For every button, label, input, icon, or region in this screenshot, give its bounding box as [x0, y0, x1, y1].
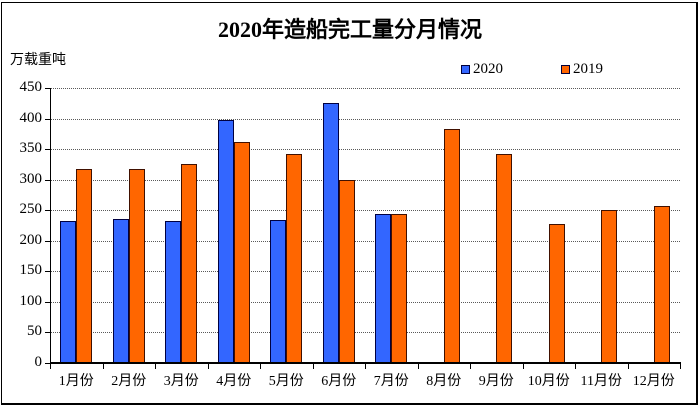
x-tick-label-9月份: 9月份: [478, 374, 514, 389]
bar-2019-10月份: [548, 224, 565, 363]
y-axis-tick-300: [45, 179, 50, 181]
x-tick-label-8月份: 8月份: [426, 374, 462, 389]
gridline-100: [50, 301, 680, 303]
legend-label-2020: 2020: [473, 61, 503, 77]
bar-2019-8月份: [443, 128, 460, 363]
y-tick-label-400: 400: [19, 109, 43, 126]
y-tick-label-250: 250: [19, 201, 43, 218]
bar-2020-2月份: [112, 219, 129, 363]
x-axis-tick-4: [260, 364, 261, 369]
y-axis-tick-350: [45, 149, 50, 151]
y-axis-tick-400: [45, 118, 50, 120]
chart-title: 2020年造船完工量分月情况: [217, 17, 482, 42]
bar-2020-4月份: [217, 119, 234, 363]
x-tick-label-1月份: 1月份: [58, 374, 94, 389]
bar-2019-6月份: [338, 180, 355, 363]
bar-2020-5月份: [270, 220, 287, 363]
bar-2019-9月份: [496, 154, 513, 363]
gridline-250: [50, 210, 680, 212]
y-axis-tick-450: [45, 88, 50, 89]
legend-label-2019: 2019: [573, 61, 603, 77]
gridline-200: [50, 240, 680, 242]
y-tick-label-300: 300: [19, 170, 43, 187]
bar-2020-7月份: [375, 213, 392, 363]
x-axis-tick-12: [680, 364, 681, 369]
bar-2019-1月份: [76, 169, 93, 363]
y-axis-tick-200: [45, 240, 50, 242]
x-axis-tick-10: [575, 364, 576, 369]
y-axis-tick-100: [45, 301, 50, 303]
y-tick-label-350: 350: [19, 140, 43, 157]
x-tick-label-12月份: 12月份: [632, 374, 675, 389]
x-tick-label-5月份: 5月份: [268, 374, 304, 389]
x-tick-label-3月份: 3月份: [163, 374, 199, 389]
legend-item-2019: 2019: [561, 61, 603, 77]
y-tick-label-450: 450: [19, 79, 43, 95]
y-tick-label-50: 50: [27, 323, 42, 340]
x-axis-tick-5: [312, 364, 314, 369]
bar-2020-1月份: [60, 220, 77, 363]
x-axis-tick-1: [102, 364, 104, 369]
y-axis-tick-150: [45, 271, 50, 273]
y-axis-tick-0: [45, 363, 50, 364]
x-axis-tick-8: [470, 364, 471, 369]
bar-2020-6月份: [322, 103, 339, 363]
x-axis-tick-6: [365, 364, 366, 369]
x-axis-tick-9: [522, 364, 524, 369]
x-tick-label-10月份: 10月份: [527, 374, 570, 389]
x-tick-label-7月份: 7月份: [373, 374, 409, 389]
x-tick-label-11月份: 11月份: [580, 374, 622, 389]
y-axis-line: [50, 88, 51, 363]
gridline-450: [50, 88, 680, 89]
legend-swatch-2020: [461, 64, 470, 74]
y-axis-tick-250: [45, 210, 50, 212]
bar-2019-11月份: [601, 210, 618, 363]
y-tick-label-100: 100: [19, 292, 43, 309]
bar-2020-3月份: [165, 220, 182, 363]
bar-2019-5月份: [286, 154, 303, 363]
y-axis-tick-50: [45, 332, 50, 334]
y-tick-label-150: 150: [19, 262, 43, 279]
bar-2019-4月份: [233, 141, 250, 363]
gridline-300: [50, 179, 680, 181]
bar-2019-7月份: [391, 213, 408, 363]
bar-2019-3月份: [181, 164, 198, 363]
x-axis-tick-7: [417, 364, 419, 369]
x-axis-tick-2: [155, 364, 156, 369]
legend-item-2020: 2020: [461, 61, 503, 77]
bar-2019-12月份: [653, 205, 670, 363]
gridline-50: [50, 332, 680, 334]
bar-2019-2月份: [128, 169, 145, 363]
gridline-350: [50, 149, 680, 151]
legend-swatch-2019: [561, 64, 570, 74]
y-tick-label-0: 0: [34, 354, 43, 370]
gridline-400: [50, 118, 680, 120]
x-axis-line: [50, 362, 681, 364]
x-axis-tick-0: [50, 364, 51, 369]
x-axis-tick-3: [207, 364, 209, 369]
gridline-150: [50, 271, 680, 273]
x-tick-label-6月份: 6月份: [321, 374, 357, 389]
x-axis-tick-11: [627, 364, 629, 369]
x-tick-label-2月份: 2月份: [111, 374, 147, 389]
x-tick-label-4月份: 4月份: [216, 374, 252, 389]
y-tick-label-200: 200: [19, 231, 43, 248]
legend: 2020 2019: [0, 61, 700, 77]
y-axis-unit-label: 万载重吨: [10, 53, 66, 68]
